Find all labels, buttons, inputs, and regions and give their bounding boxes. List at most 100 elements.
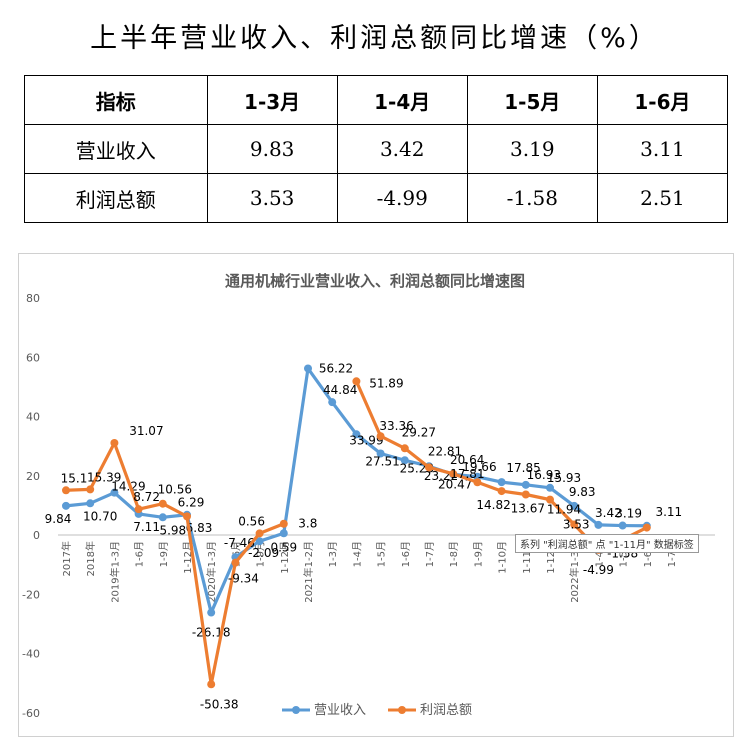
legend-label-revenue: 营业收入 [314, 703, 366, 718]
revenue-data-point [594, 520, 603, 529]
profit-data-label: 31.07 [129, 424, 163, 438]
revenue-data-point [158, 513, 167, 522]
profit-data-label: 15.39 [87, 470, 121, 484]
profit-data-point [110, 438, 119, 447]
data-label-tooltip: 系列 "利润总额" 点 "1-11月" 数据标签 [515, 534, 699, 553]
revenue-data-label: 10.70 [83, 509, 117, 523]
profit-data-label: 3.8 [298, 517, 317, 531]
revenue-data-point [110, 488, 119, 497]
table-cell: 3.11 [596, 124, 729, 174]
y-tick-label: -20 [22, 588, 40, 601]
legend-label-profit: 利润总额 [420, 703, 472, 718]
page-title: 上半年营业收入、利润总额同比增速（%） [90, 23, 659, 54]
revenue-data-point [521, 480, 530, 489]
chart-area [18, 253, 734, 737]
profit-data-label: 33.36 [379, 419, 413, 433]
x-tick-label: 2021年1-2月 [302, 541, 315, 603]
revenue-data-point [570, 501, 579, 510]
x-tick-label: 2019年1-3月 [108, 541, 121, 603]
revenue-data-label: 33.99 [349, 433, 383, 447]
revenue-data-label: 16.93 [527, 468, 561, 482]
revenue-data-label: 3.11 [655, 505, 682, 519]
x-tick-label: 2020年1-3月 [205, 541, 218, 603]
revenue-data-label: 9.84 [45, 512, 72, 526]
table-cell: 9.83 [206, 124, 338, 174]
x-tick-label: 1-8月 [448, 541, 460, 567]
revenue-data-point [352, 430, 361, 439]
profit-data-point [158, 499, 167, 508]
x-tick-label: 1-9月 [158, 541, 170, 567]
profit-data-point [255, 529, 264, 538]
profit-data-point [231, 558, 240, 567]
revenue-data-label: 14.29 [111, 480, 145, 494]
table-row: 营业收入 9.83 3.42 3.19 3.11 [24, 124, 729, 174]
table-cell: 3.42 [336, 124, 468, 174]
profit-data-label: -9.34 [228, 572, 259, 586]
growth-table: 指标 1-3月 1-4月 1-5月 1-6月 营业收入 9.83 3.42 3.… [24, 75, 729, 223]
profit-data-point [134, 505, 143, 514]
profit-data-point [400, 444, 409, 453]
table-cell: 3.19 [466, 124, 598, 174]
revenue-data-label: 17.85 [506, 461, 540, 475]
revenue-data-point [546, 483, 554, 492]
y-tick-label: -60 [22, 707, 40, 720]
y-tick-label: 40 [26, 411, 40, 424]
profit-data-label: 20.64 [450, 453, 484, 467]
x-tick-label: 2018年 [84, 541, 97, 576]
legend-marker-profit [398, 706, 406, 714]
profit-data-point [546, 495, 554, 504]
profit-data-point [86, 485, 95, 494]
x-tick-label: 1-9月 [255, 541, 267, 567]
table-header-cell: 指标 [24, 75, 208, 125]
profit-data-label: 22.81 [428, 444, 462, 458]
revenue-data-point [473, 472, 482, 481]
revenue-data-label: 6.83 [186, 521, 213, 535]
revenue-data-label: 5.98 [159, 523, 186, 537]
profit-data-point [449, 469, 458, 478]
x-tick-label: 1-9月 [472, 541, 484, 567]
table-cell: -4.99 [336, 173, 468, 223]
legend-marker-revenue [292, 706, 300, 714]
y-tick-label: 80 [26, 292, 40, 305]
profit-data-label: 17.81 [450, 467, 484, 481]
x-tick-label: 2017年 [60, 541, 73, 576]
x-tick-label: 1-10月 [497, 541, 509, 574]
revenue-data-label: -2.09 [248, 546, 279, 560]
table-cell: -1.58 [466, 173, 598, 223]
table-cell: 2.51 [596, 173, 729, 223]
revenue-data-point [376, 449, 385, 458]
revenue-data-point [618, 521, 627, 530]
profit-data-point [497, 487, 506, 496]
profit-data-point [376, 432, 385, 441]
x-tick-label: 2022年1-3月 [568, 541, 581, 603]
revenue-data-point [207, 608, 216, 617]
revenue-data-label: 27.51 [365, 455, 399, 469]
profit-data-label: 6.29 [178, 495, 205, 509]
revenue-data-point [400, 456, 409, 465]
profit-data-point [62, 486, 70, 495]
profit-data-point [473, 478, 482, 487]
x-tick-label: 1-6月 [134, 541, 146, 567]
profit-data-point [570, 520, 579, 529]
x-tick-label: 1-4月 [351, 541, 363, 567]
revenue-data-label: -26.18 [192, 626, 231, 640]
profit-data-point [279, 519, 288, 528]
profit-data-label: 0.56 [238, 514, 265, 528]
revenue-data-label: 19.66 [462, 460, 496, 474]
revenue-data-label: 3.19 [615, 507, 642, 521]
profit-data-label: 51.89 [369, 376, 403, 390]
profit-data-point [352, 377, 361, 386]
profit-data-label: 10.56 [158, 483, 192, 497]
table-row: 利润总额 3.53 -4.99 -1.58 2.51 [24, 173, 729, 223]
table-header-cell: 1-4月 [336, 75, 468, 125]
revenue-data-label: 56.22 [319, 361, 353, 375]
chart-title: 通用机械行业营业收入、利润总额同比增速图 [225, 272, 525, 290]
revenue-data-point [328, 398, 337, 407]
y-tick-label: 20 [26, 470, 40, 483]
revenue-data-label: 9.83 [569, 485, 596, 499]
table-header-row: 指标 1-3月 1-4月 1-5月 1-6月 [24, 75, 729, 125]
profit-data-label: 3.53 [563, 518, 590, 532]
y-tick-label: 60 [26, 351, 40, 364]
profit-data-label: 13.67 [511, 502, 545, 516]
